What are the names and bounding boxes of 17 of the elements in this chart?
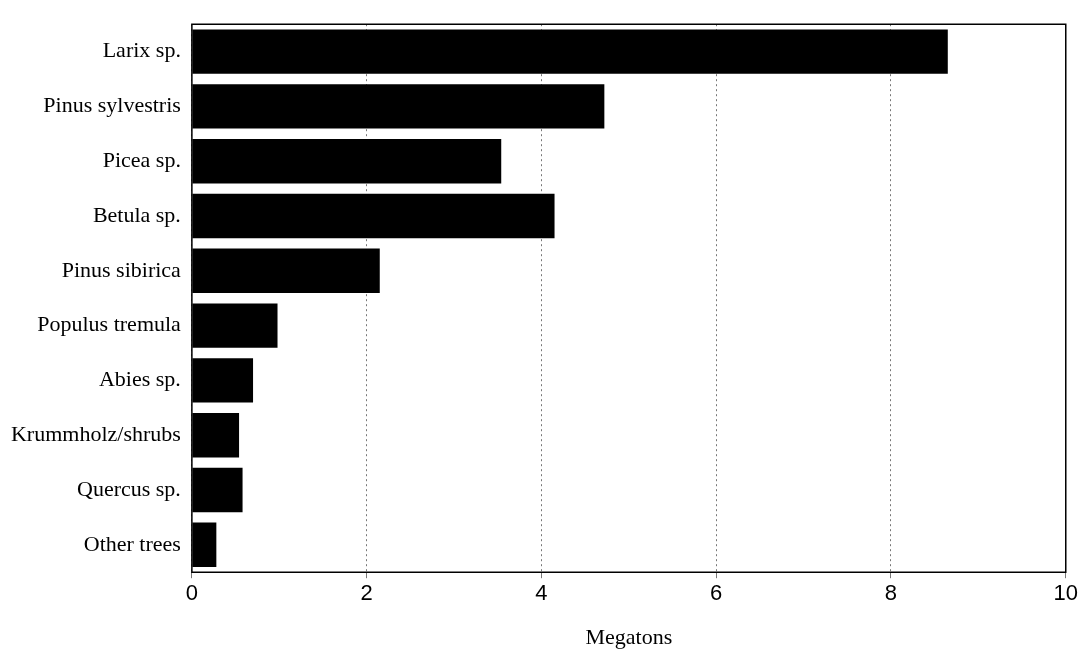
y-tick-label: Picea sp.	[102, 146, 181, 172]
y-tick-label: Betula sp.	[92, 201, 181, 227]
y-tick-label: Krummholz/shrubs	[10, 420, 181, 446]
x-tick-label: 6	[710, 580, 723, 606]
y-tick-label: Populus tremula	[37, 311, 182, 337]
x-tick-label: 0	[185, 580, 198, 606]
y-tick-label: Quercus sp.	[77, 475, 181, 501]
x-tick-label: 8	[884, 580, 898, 606]
y-tick-label: Pinus sylvestris	[43, 92, 181, 118]
x-tick-label: 4	[535, 580, 548, 606]
x-tick-label: 2	[360, 580, 373, 606]
x-axis-title: Megatons	[585, 623, 673, 649]
y-tick-label: Pinus sibirica	[61, 256, 182, 282]
y-tick-label: Abies sp.	[98, 366, 181, 392]
y-tick-label: Larix sp.	[102, 37, 181, 63]
y-tick-label: Other trees	[83, 530, 181, 556]
x-tick-label: 10	[1053, 580, 1079, 606]
